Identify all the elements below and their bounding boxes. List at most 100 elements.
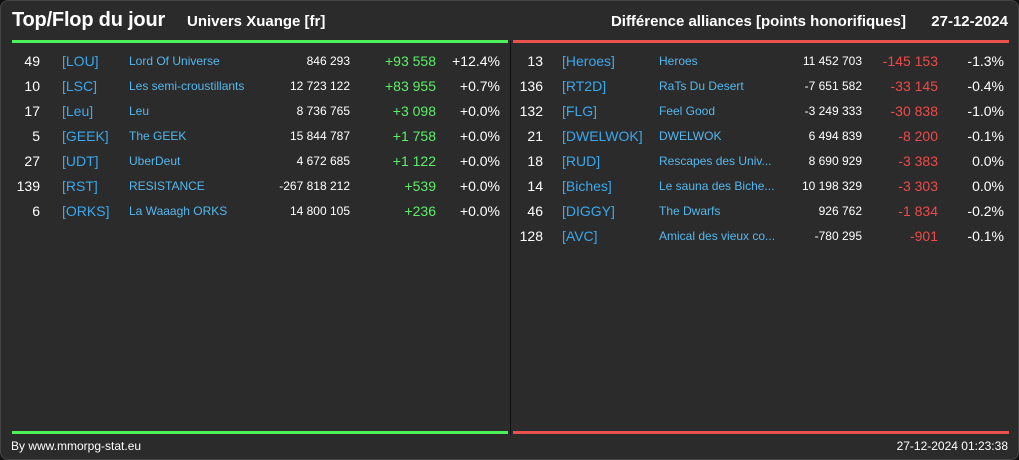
alliance-rank: 14	[527, 178, 543, 194]
alliance-points: 10 198 329	[801, 179, 862, 193]
alliance-points: -780 295	[814, 229, 862, 243]
alliance-name-link[interactable]: Lord Of Universe	[129, 54, 220, 68]
alliance-name-link[interactable]: The GEEK	[129, 129, 187, 143]
alliance-tag-link[interactable]: [RST]	[62, 178, 98, 194]
percent-change: +0.0%	[459, 153, 500, 169]
table-row: 13 [Heroes] Heroes 11 452 703 -145 153 -1.3%	[512, 48, 1010, 73]
points-delta: -30 838	[890, 103, 938, 119]
header-date: 27-12-2024	[931, 13, 1008, 30]
alliance-points: -3 249 333	[804, 104, 862, 118]
alliance-rank: 10	[24, 78, 40, 94]
top-accent-bar	[12, 40, 508, 43]
alliance-rank: 136	[519, 78, 543, 94]
alliance-points: 846 293	[306, 54, 350, 68]
table-row: 139 [RST] RESISTANCE -267 818 212 +539 +0.0%	[11, 173, 509, 198]
percent-change: -0.1%	[967, 128, 1004, 144]
header: Top/Flop du jour Univers Xuange [fr] Dif…	[1, 1, 1018, 41]
alliance-name-link[interactable]: Le sauna des Biche...	[659, 179, 775, 193]
alliance-rank: 18	[527, 153, 543, 169]
alliance-rank: 139	[16, 178, 40, 194]
alliance-tag-link[interactable]: [Heroes]	[562, 53, 615, 69]
alliance-name-link[interactable]: Amical des vieux co...	[659, 229, 776, 243]
percent-change: -0.4%	[967, 78, 1004, 94]
alliance-rank: 128	[519, 228, 543, 244]
percent-change: +0.0%	[459, 128, 500, 144]
ranking-subject: Différence alliances [points honorifique…	[610, 13, 906, 30]
percent-change: +0.0%	[459, 178, 500, 194]
top-alliances-list: 49 [LOU] Lord Of Universe 846 293 +93 558 +12…	[11, 48, 509, 223]
flop-alliances-list: 13 [Heroes] Heroes 11 452 703 -145 153 -1.3% 1…	[512, 48, 1010, 248]
percent-change: -0.2%	[967, 203, 1004, 219]
alliance-rank: 27	[24, 153, 40, 169]
column-divider	[510, 41, 511, 435]
alliance-points: 15 844 787	[289, 129, 350, 143]
percent-change: 0.0%	[972, 178, 1004, 194]
table-row: 132 [FLG] Feel Good -3 249 333 -30 838 -1.0%	[512, 98, 1010, 123]
percent-change: -0.1%	[967, 228, 1004, 244]
table-row: 46 [DIGGY] The Dwarfs 926 762 -1 834 -0.2%	[512, 198, 1010, 223]
percent-change: +0.0%	[459, 203, 500, 219]
percent-change: -1.3%	[967, 53, 1004, 69]
percent-change: +12.4%	[452, 53, 500, 69]
table-row: 17 [Leu] Leu 8 736 765 +3 098 +0.0%	[11, 98, 509, 123]
alliance-name-link[interactable]: Heroes	[659, 54, 698, 68]
points-delta: +236	[404, 203, 436, 219]
alliance-rank: 5	[32, 128, 40, 144]
table-row: 21 [DWELWOK] DWELWOK 6 494 839 -8 200 -0.1%	[512, 123, 1010, 148]
table-row: 14 [Biches] Le sauna des Biche... 10 198 32…	[512, 173, 1010, 198]
alliance-name-link[interactable]: RESISTANCE	[129, 179, 205, 193]
alliance-rank: 21	[527, 128, 543, 144]
points-delta: -901	[909, 228, 938, 244]
alliance-points: 12 723 122	[289, 79, 350, 93]
alliance-name-link[interactable]: DWELWOK	[659, 129, 722, 143]
alliance-name-link[interactable]: The Dwarfs	[659, 204, 721, 218]
points-delta: +539	[404, 178, 436, 194]
points-delta: +93 558	[385, 53, 436, 69]
alliance-name-link[interactable]: Leu	[129, 104, 150, 118]
alliance-rank: 17	[24, 103, 40, 119]
points-delta: -3 303	[898, 178, 938, 194]
alliance-tag-link[interactable]: [ORKS]	[62, 203, 110, 219]
alliance-tag-link[interactable]: [GEEK]	[62, 128, 109, 144]
generated-timestamp: 27-12-2024 01:23:38	[896, 439, 1008, 453]
alliance-tag-link[interactable]: [DIGGY]	[562, 203, 615, 219]
alliance-tag-link[interactable]: [Leu]	[62, 103, 94, 119]
alliance-name-link[interactable]: Feel Good	[659, 104, 716, 118]
points-delta: -145 153	[882, 53, 938, 69]
alliance-tag-link[interactable]: [UDT]	[62, 153, 99, 169]
points-delta: -3 383	[898, 153, 938, 169]
alliance-name-link[interactable]: Rescapes des Univ...	[659, 154, 772, 168]
alliance-points: 8 690 929	[808, 154, 862, 168]
alliance-tag-link[interactable]: [Biches]	[562, 178, 612, 194]
flop-bottom-bar	[513, 431, 1009, 434]
alliance-name-link[interactable]: UberDeut	[129, 154, 181, 168]
percent-change: 0.0%	[972, 153, 1004, 169]
top-bottom-bar	[12, 431, 508, 434]
alliance-tag-link[interactable]: [LSC]	[62, 78, 98, 94]
page-title: Top/Flop du jour	[12, 9, 166, 31]
universe-label: Univers Xuange [fr]	[187, 13, 326, 30]
alliance-name-link[interactable]: La Waaagh ORKS	[129, 204, 228, 218]
points-delta: -33 145	[890, 78, 938, 94]
alliance-tag-link[interactable]: [RT2D]	[562, 78, 607, 94]
site-credit-link[interactable]: By www.mmorpg-stat.eu	[11, 439, 142, 453]
percent-change: +0.0%	[459, 103, 500, 119]
percent-change: -1.0%	[967, 103, 1004, 119]
points-delta: -8 200	[898, 128, 938, 144]
alliance-name-link[interactable]: RaTs Du Desert	[659, 79, 744, 93]
alliance-rank: 6	[32, 203, 40, 219]
alliance-tag-link[interactable]: [FLG]	[562, 103, 598, 119]
table-row: 27 [UDT] UberDeut 4 672 685 +1 122 +0.0%	[11, 148, 509, 173]
alliance-points: 4 672 685	[296, 154, 350, 168]
alliance-tag-link[interactable]: [DWELWOK]	[562, 128, 643, 144]
table-row: 18 [RUD] Rescapes des Univ... 8 690 929 -3 3…	[512, 148, 1010, 173]
alliance-tag-link[interactable]: [RUD]	[562, 153, 601, 169]
alliance-tag-link[interactable]: [LOU]	[62, 53, 99, 69]
points-delta: +1 758	[392, 128, 436, 144]
alliance-name-link[interactable]: Les semi-croustillants	[129, 79, 245, 93]
percent-change: +0.7%	[459, 78, 500, 94]
table-row: 10 [LSC] Les semi-croustillants 12 723 122 +…	[11, 73, 509, 98]
alliance-tag-link[interactable]: [AVC]	[562, 228, 598, 244]
table-row: 128 [AVC] Amical des vieux co... -780 295 -9…	[512, 223, 1010, 248]
